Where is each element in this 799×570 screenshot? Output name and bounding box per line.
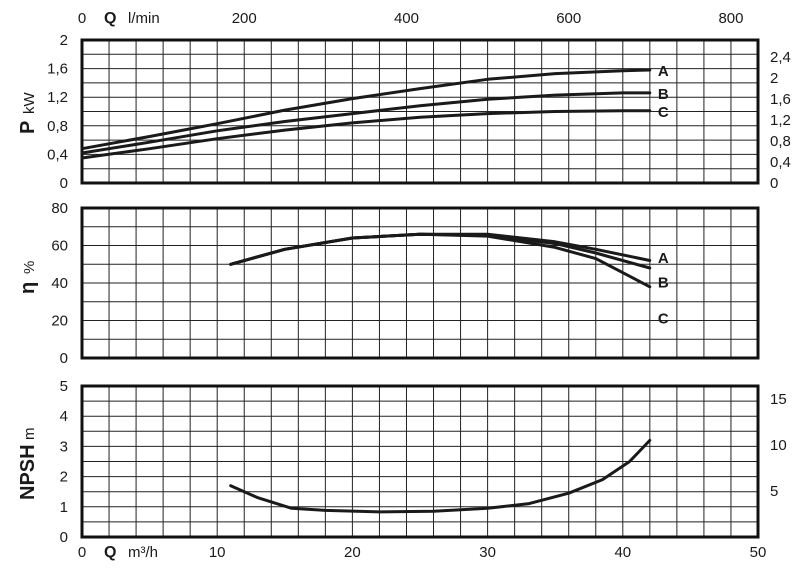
efficiency-ytick-label: 80 (51, 200, 68, 217)
npsh-axis-title: NPSH m (17, 428, 39, 501)
power-series-label-B: B (658, 86, 669, 103)
efficiency-series-C (229, 232, 652, 289)
power-right-ytick-label: 0 (770, 175, 778, 192)
panel-efficiency: 0 20 40 60 80 AB C (51, 200, 760, 367)
bottom-x-tick-label: 40 (614, 544, 631, 561)
bottom-x-tick-label: 30 (479, 544, 496, 561)
npsh-right-ytick-label: 15 (770, 391, 787, 408)
panel-power: 0 0,4 0,8 1,2 1,6 2 0 0,4 0,8 1,2 1,6 2 2,4 ABC (47, 32, 791, 192)
npsh-ytick-label: 1 (60, 499, 68, 516)
power-series-label-C: C (658, 104, 669, 121)
top-x-tick-label: 800 (718, 10, 743, 27)
npsh-right-ytick-label: 5 (770, 483, 778, 500)
power-series-A (80, 68, 652, 151)
power-series-C (80, 109, 652, 160)
efficiency-series-B (229, 232, 652, 270)
npsh-ytick-label: 2 (60, 469, 68, 486)
power-frame (80, 38, 760, 185)
efficiency-yunit: % (21, 261, 38, 274)
power-ytick-label: 2 (60, 32, 68, 49)
efficiency-axis-title: η % (17, 261, 39, 294)
npsh-right-ytick-label: 10 (770, 437, 787, 454)
efficiency-ytick-label: 0 (60, 350, 68, 367)
power-series-label-A: A (658, 63, 669, 80)
top-x-tick-label: 400 (394, 10, 419, 27)
efficiency-ytick-label: 20 (51, 313, 68, 330)
npsh-ytick-label: 0 (60, 529, 68, 546)
bottom-x-tick-label: 10 (209, 544, 226, 561)
power-ytick-label: 1,2 (47, 89, 68, 106)
npsh-ylabel: NPSH (17, 444, 39, 500)
power-right-ytick-label: 2,4 (770, 49, 791, 66)
efficiency-ylabel: η (17, 282, 39, 294)
npsh-ytick-label: 4 (60, 408, 68, 425)
power-axis-title: P kW (17, 92, 39, 135)
efficiency-ytick-label: 40 (51, 275, 68, 292)
efficiency-ytick-label: 60 (51, 238, 68, 255)
power-series-B (80, 91, 652, 155)
power-right-ytick-label: 1,6 (770, 91, 791, 108)
top-x-axis-q-label: Q (104, 10, 116, 27)
power-ytick-label: 0,4 (47, 146, 68, 163)
power-right-ytick-label: 2 (770, 70, 778, 87)
power-yunit: kW (21, 92, 38, 115)
npsh-frame (80, 384, 760, 539)
bottom-x-tick-label: 50 (750, 544, 767, 561)
npsh-ytick-label: 3 (60, 438, 68, 455)
top-x-axis-unit: l/min (128, 10, 160, 27)
power-right-ytick-label: 0,4 (770, 154, 791, 171)
power-ylabel: P (17, 121, 39, 134)
top-x-tick-label: 0 (78, 10, 86, 27)
bottom-x-axis-unit: m³/h (128, 544, 158, 561)
power-ytick-label: 0 (60, 175, 68, 192)
power-right-ytick-label: 1,2 (770, 112, 791, 129)
bottom-x-axis-q-label: Q (104, 544, 116, 561)
efficiency-series-label-A: A (658, 250, 669, 267)
npsh-ytick-label: 5 (60, 378, 68, 395)
top-x-tick-label: 200 (232, 10, 257, 27)
power-right-ytick-label: 0,8 (770, 133, 791, 150)
bottom-x-tick-label: 0 (78, 544, 86, 561)
efficiency-series-label-C: C (658, 310, 669, 327)
npsh-yunit: m (21, 428, 38, 441)
efficiency-frame (80, 206, 760, 360)
panel-npsh: 0 1 2 3 4 5 5 10 15 (60, 378, 787, 546)
bottom-x-tick-label: 20 (344, 544, 361, 561)
power-ytick-label: 1,6 (47, 61, 68, 78)
top-x-tick-label: 600 (556, 10, 581, 27)
npsh-series-line (229, 438, 652, 514)
efficiency-series-label-B: B (658, 275, 669, 292)
power-ytick-label: 0,8 (47, 118, 68, 135)
